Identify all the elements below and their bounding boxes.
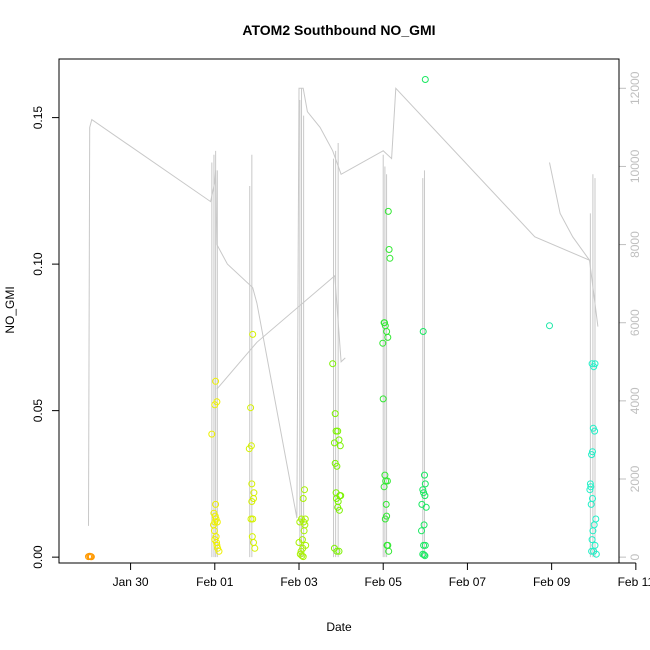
data-point-4-17: [333, 547, 341, 555]
data-point-5-12: [383, 477, 391, 485]
data-point-3-1: [298, 552, 306, 560]
y2-tick-label-0: 0: [628, 553, 642, 560]
data-point-5-13: [380, 483, 388, 491]
data-point-5-16: [381, 515, 389, 523]
data-point-4-3: [334, 427, 342, 435]
data-point-6-10: [418, 527, 425, 535]
data-point-3-11: [300, 527, 308, 535]
x-tick-label-4: Feb 07: [449, 575, 487, 589]
axes: Jan 30 Feb 01 Feb 03 Feb 05 Feb 07 Feb 09 Feb …: [31, 71, 650, 589]
y-tick-label-3: 0.15: [31, 106, 45, 130]
data-point-5-14: [382, 500, 390, 508]
y-tick-label-1: 0.05: [31, 399, 45, 423]
y-tick-label-2: 0.10: [31, 252, 45, 276]
data-point-3-15: [299, 544, 307, 552]
data-point-6-6: [421, 492, 429, 500]
data-point-5-9: [379, 395, 387, 403]
data-point-6-9: [420, 521, 428, 529]
data-point-8-11: [587, 500, 595, 508]
data-point-6-2: [421, 471, 428, 479]
data-point-4-18: [335, 547, 343, 555]
data-point-2-8: [248, 480, 256, 488]
data-point-1-9: [213, 518, 221, 526]
data-point-8-4: [591, 427, 599, 435]
x-axis-label: Date: [326, 620, 352, 634]
x-tick-label-1: Feb 01: [196, 575, 234, 589]
altitude-line-0: [88, 87, 599, 526]
data-point-5-8: [386, 254, 394, 262]
data-point-6-1: [421, 76, 429, 83]
plot-frame: [58, 58, 620, 564]
data-point-4-5: [335, 436, 343, 444]
altitude-line-1: [549, 162, 590, 261]
data-point-6-4: [419, 486, 427, 494]
data-point-5-6: [384, 207, 392, 215]
data-point-5-5: [384, 333, 392, 341]
data-point-2-1: [247, 442, 255, 450]
data-point-5-0: [379, 339, 387, 347]
data-point-6-8: [422, 503, 430, 511]
altitude-line-2: [216, 274, 346, 390]
y-tick-label-0: 0.00: [31, 545, 45, 569]
data-point-5-4: [381, 319, 388, 327]
data-point-5-19: [385, 547, 393, 555]
data-point-4-0: [329, 360, 337, 368]
altitude-lines: [88, 87, 599, 558]
data-point-4-6: [336, 442, 344, 450]
data-point-8-9: [586, 486, 594, 494]
data-point-1-10: [212, 500, 220, 508]
y-axis-label: NO_GMI: [3, 286, 17, 333]
x-tick-label-0: Jan 30: [113, 575, 149, 589]
x-tick-label-2: Feb 03: [280, 575, 318, 589]
data-point-3-14: [301, 486, 308, 494]
data-point-1-3: [213, 398, 221, 406]
data-point-4-14: [335, 506, 343, 514]
data-point-3-5: [298, 536, 306, 544]
data-point-2-12: [251, 544, 259, 552]
data-point-8-2: [591, 360, 599, 368]
data-point-8-19: [592, 550, 600, 558]
data-point-2-9: [250, 489, 258, 497]
data-point-3-10: [301, 515, 309, 523]
y2-tick-label-2: 4000: [628, 387, 642, 414]
data-point-3-13: [299, 495, 307, 502]
data-point-2-3: [249, 330, 257, 338]
data-point-2-2: [247, 404, 255, 412]
data-point-6-3: [421, 480, 429, 488]
scatter-points: [85, 76, 600, 561]
y2-tick-label-3: 6000: [628, 309, 642, 336]
x-tick-label-6: Feb 11: [618, 575, 650, 589]
data-point-6-15: [421, 552, 429, 560]
data-point-8-5: [589, 448, 596, 456]
data-point-8-6: [588, 451, 596, 459]
data-point-7-0: [546, 322, 553, 330]
data-point-0-3: [87, 553, 95, 561]
y2-tick-label-4: 8000: [628, 231, 642, 258]
data-point-8-8: [587, 483, 595, 491]
data-point-8-15: [588, 536, 596, 544]
data-point-1-16: [215, 547, 223, 555]
data-point-6-12: [421, 541, 429, 549]
data-point-1-17: [210, 527, 218, 535]
data-point-6-14: [420, 551, 428, 559]
data-point-4-8: [331, 459, 339, 467]
data-point-4-15: [332, 489, 340, 497]
data-point-8-14: [589, 527, 597, 535]
data-point-1-0: [208, 430, 216, 438]
y2-tick-label-6: 12000: [628, 71, 642, 105]
x-tick-label-3: Feb 05: [365, 575, 403, 589]
data-point-1-2: [212, 377, 220, 385]
y2-tick-label-5: 10000: [628, 149, 642, 183]
data-point-8-12: [592, 515, 600, 523]
y2-tick-label-1: 2000: [628, 465, 642, 492]
x-tick-label-5: Feb 09: [533, 575, 571, 589]
data-point-8-13: [590, 521, 598, 529]
data-point-6-0: [419, 328, 427, 335]
data-point-5-7: [385, 246, 393, 253]
chart-title: ATOM2 Southbound NO_GMI: [242, 22, 435, 38]
data-point-4-1: [331, 410, 339, 418]
data-point-1-15: [213, 541, 221, 549]
data-point-2-7: [249, 515, 257, 523]
